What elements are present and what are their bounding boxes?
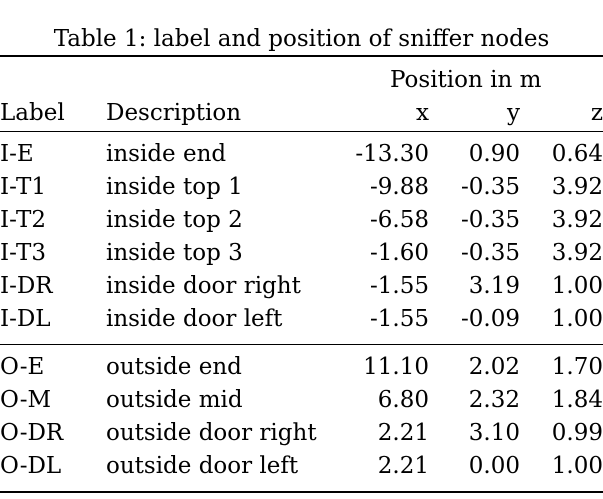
row-z: 1.00 [551,306,603,332]
row-x: 2.21 [377,420,429,446]
position-group-header: Position in m [390,67,542,93]
row-label: I-T1 [0,174,47,200]
table-row: I-DR inside door right -1.55 3.19 1.00 [0,270,603,303]
row-y: 3.19 [468,273,520,299]
row-z: 0.64 [551,141,603,167]
row-x: -1.55 [370,273,429,299]
table-top-rule [0,55,603,57]
row-y: 3.10 [468,420,520,446]
row-x: -1.55 [370,306,429,332]
sniffer-nodes-table: Position in m Label Description x y z I-… [0,55,603,493]
row-z: 0.99 [551,420,603,446]
y-column-header: y [507,100,520,126]
row-x: -6.58 [370,207,429,233]
row-x: 2.21 [377,453,429,479]
table-bottom-rule [0,491,603,493]
table-row: I-T1 inside top 1 -9.88 -0.35 3.92 [0,171,603,204]
row-label: O-DL [0,453,62,479]
row-y: -0.35 [461,174,520,200]
header-rule [0,131,603,132]
row-x: 6.80 [377,387,429,413]
z-column-header: z [590,100,603,126]
row-description: inside end [106,141,227,167]
header-group-row: Position in m [0,65,603,95]
row-label: I-E [0,141,34,167]
table-row: I-E inside end -13.30 0.90 0.64 [0,138,603,171]
header-row: Label Description x y z [0,95,603,131]
row-z: 3.92 [551,240,603,266]
table-row: O-E outside end 11.10 2.02 1.70 [0,351,603,384]
row-y: 0.90 [468,141,520,167]
table-caption: Table 1: label and position of sniffer n… [53,26,550,52]
row-y: -0.35 [461,207,520,233]
table-row: O-DR outside door right 2.21 3.10 0.99 [0,417,603,450]
outside-group: O-E outside end 11.10 2.02 1.70 O-M outs… [0,351,603,483]
row-z: 1.84 [551,387,603,413]
row-description: inside top 2 [106,207,243,233]
row-description: outside mid [106,387,243,413]
table-row: O-M outside mid 6.80 2.32 1.84 [0,384,603,417]
row-description: inside top 1 [106,174,243,200]
row-x: 11.10 [363,354,429,380]
table-row: I-T3 inside top 3 -1.60 -0.35 3.92 [0,237,603,270]
row-description: inside top 3 [106,240,243,266]
row-description: outside door right [106,420,317,446]
row-x: -1.60 [370,240,429,266]
description-column-header: Description [106,100,242,126]
row-y: 2.02 [468,354,520,380]
row-y: -0.09 [461,306,520,332]
row-label: I-T2 [0,207,47,233]
row-label: I-T3 [0,240,47,266]
row-label: O-DR [0,420,64,446]
row-description: outside door left [106,453,299,479]
group-separator-rule [0,344,603,345]
row-z: 3.92 [551,207,603,233]
row-description: inside door right [106,273,301,299]
row-y: 2.32 [468,387,520,413]
x-column-header: x [416,100,429,126]
row-z: 1.00 [551,273,603,299]
label-column-header: Label [0,100,65,126]
table-row: I-T2 inside top 2 -6.58 -0.35 3.92 [0,204,603,237]
row-label: I-DL [0,306,51,332]
row-description: inside door left [106,306,283,332]
table-row: I-DL inside door left -1.55 -0.09 1.00 [0,303,603,336]
row-x: -13.30 [355,141,429,167]
row-z: 1.00 [551,453,603,479]
row-z: 1.70 [551,354,603,380]
row-label: I-DR [0,273,53,299]
inside-group: I-E inside end -13.30 0.90 0.64 I-T1 ins… [0,138,603,336]
row-label: O-M [0,387,52,413]
row-description: outside end [106,354,242,380]
row-y: -0.35 [461,240,520,266]
row-x: -9.88 [370,174,429,200]
table-row: O-DL outside door left 2.21 0.00 1.00 [0,450,603,483]
row-z: 3.92 [551,174,603,200]
row-label: O-E [0,354,45,380]
row-y: 0.00 [468,453,520,479]
